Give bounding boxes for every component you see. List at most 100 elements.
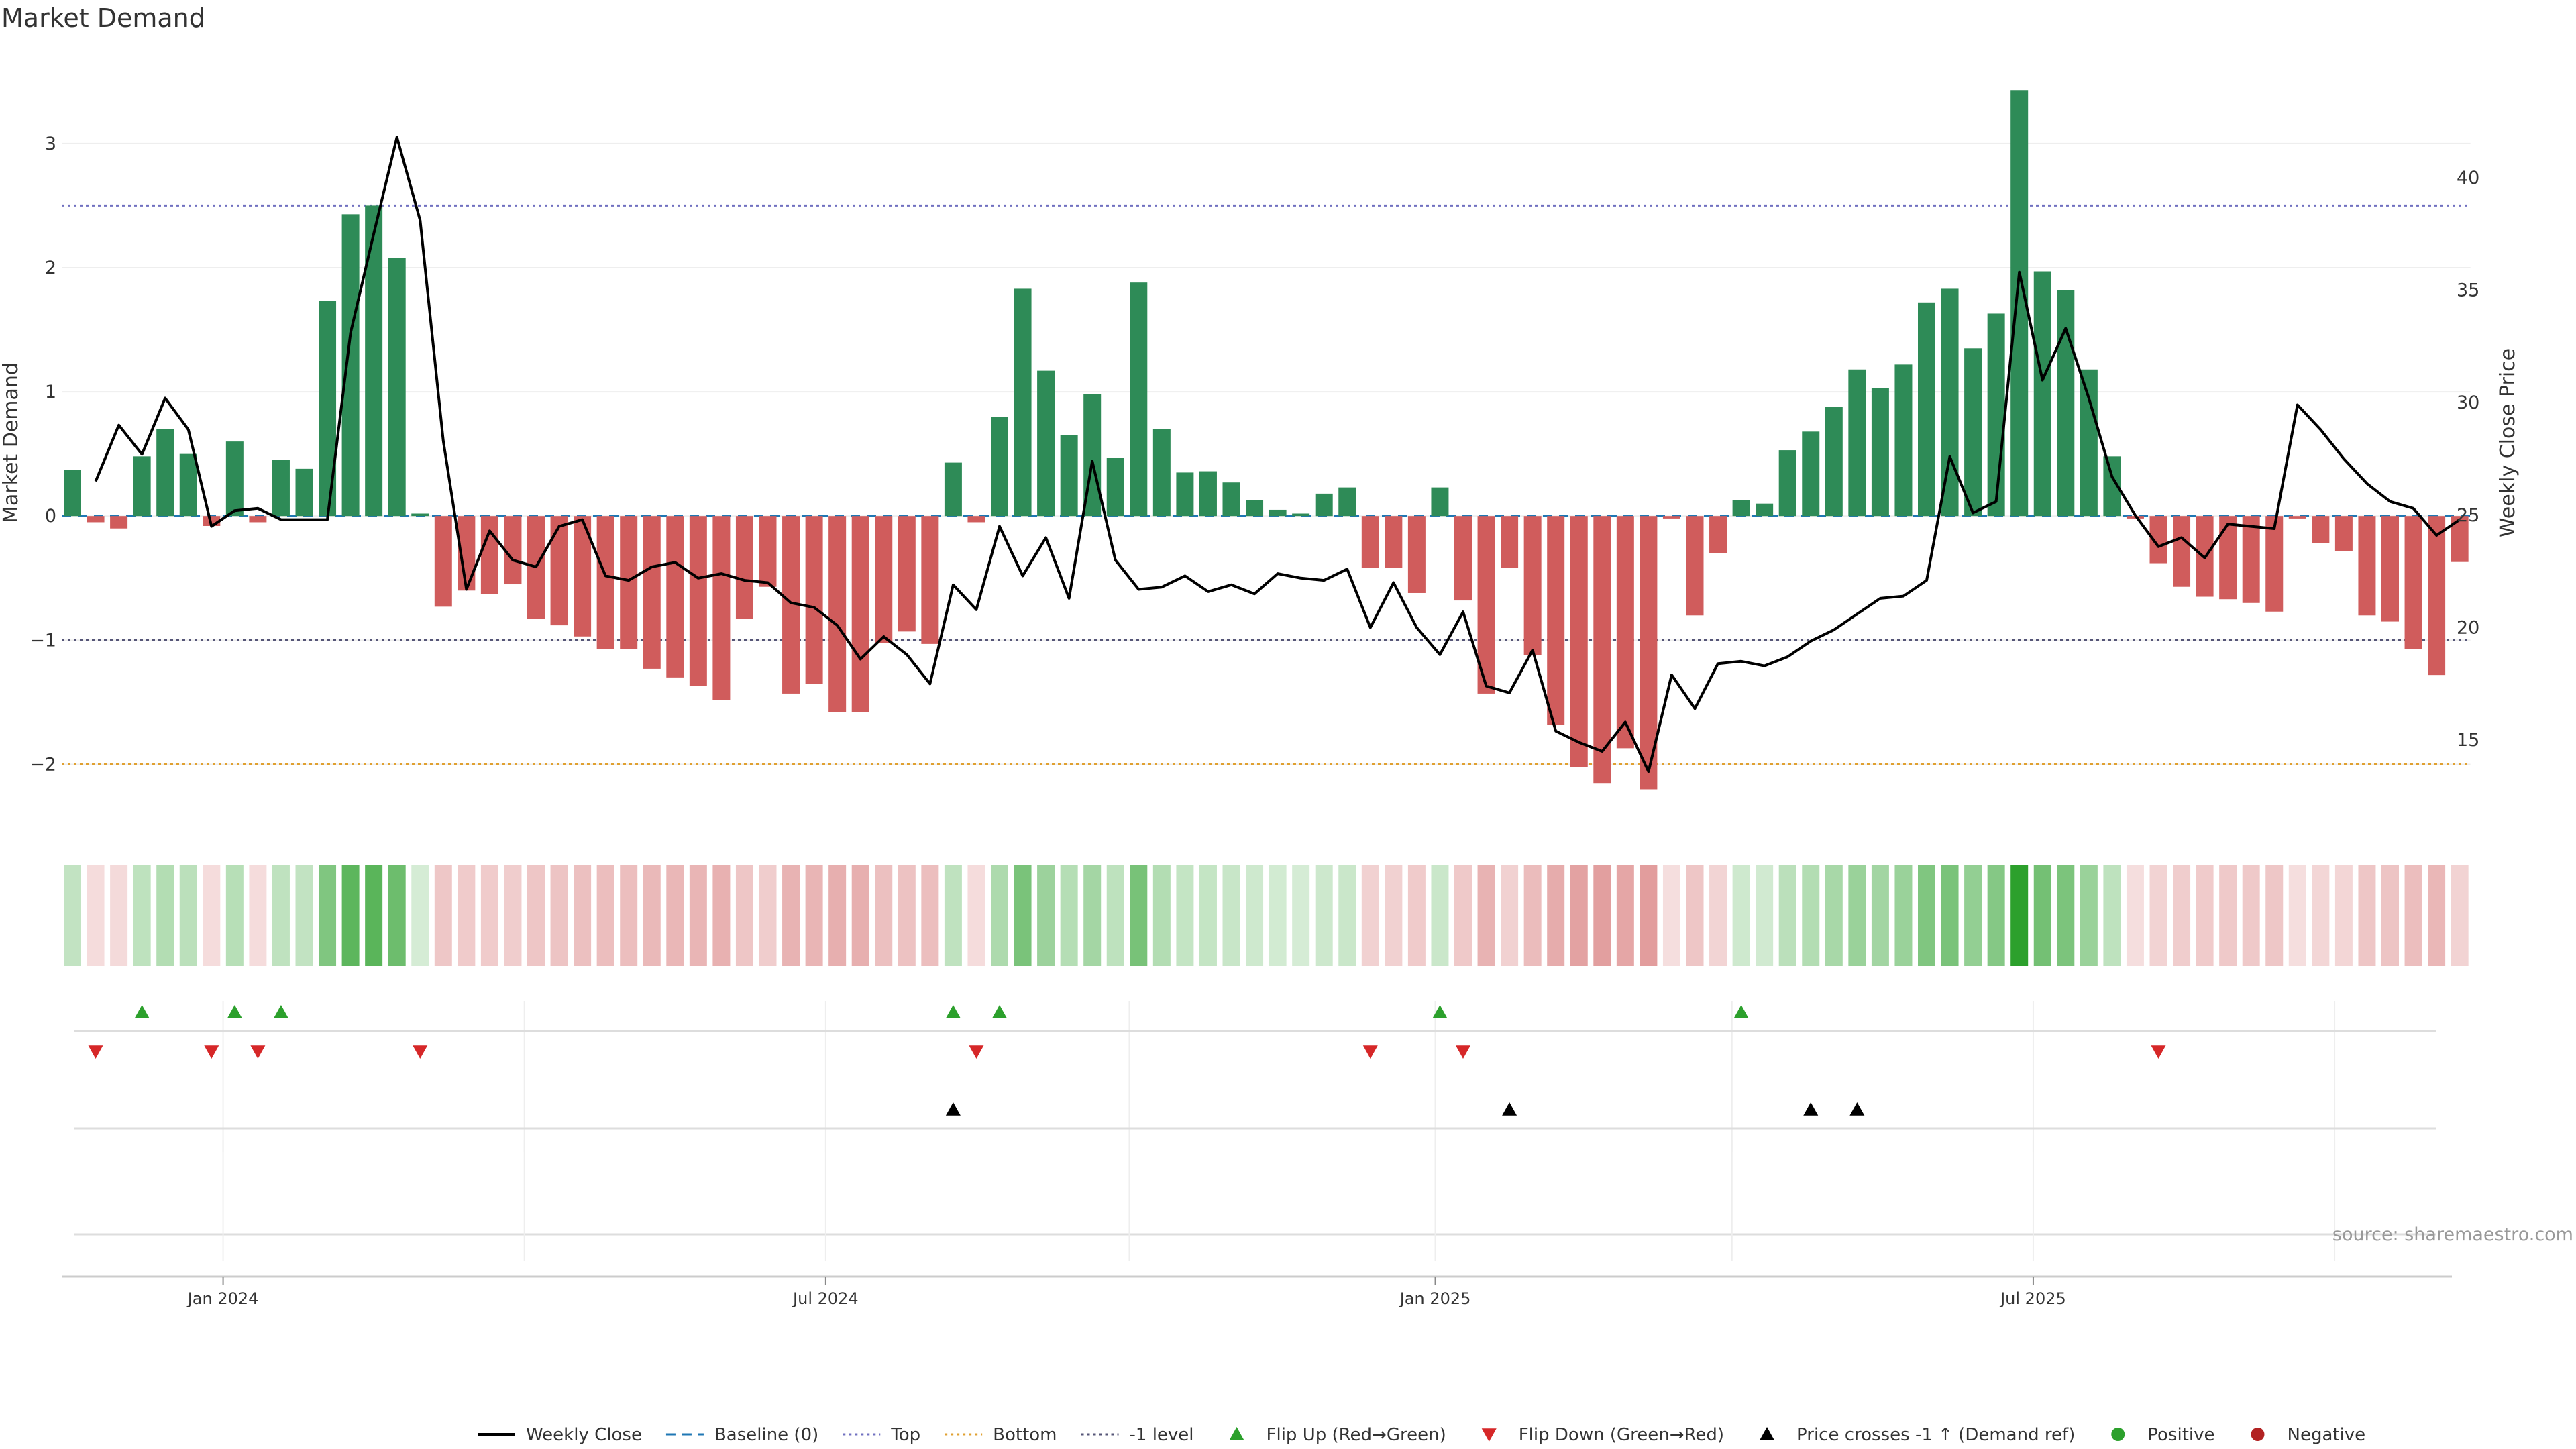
positive-demand-bar (2080, 369, 2098, 517)
heat-cell (295, 865, 313, 966)
negative-demand-bar (1361, 516, 1379, 568)
negative-demand-bar (828, 516, 847, 712)
legend-swatch-triangle (1481, 1428, 1497, 1442)
heat-cell (1987, 865, 2005, 966)
negative-demand-bar (596, 516, 614, 649)
heat-cell (1060, 865, 1078, 966)
negative-demand-bar (1662, 516, 1680, 519)
heat-cell (1152, 865, 1171, 966)
negative-demand-bar (759, 516, 777, 587)
heat-cell (735, 865, 753, 966)
signal-panels (74, 1001, 2436, 1261)
y2-tick-label: 30 (2457, 392, 2479, 413)
x-tick-label: Jul 2025 (1999, 1289, 2066, 1308)
flip-up-marker (273, 1005, 288, 1018)
y-tick-label: 0 (45, 506, 56, 527)
negative-demand-bar (2428, 516, 2446, 676)
heat-cell (480, 865, 498, 966)
heat-cell (1848, 865, 1866, 966)
flip-down-marker (204, 1045, 219, 1059)
positive-demand-bar (1060, 435, 1078, 517)
negative-demand-bar (2288, 516, 2306, 519)
positive-demand-bar (1222, 482, 1240, 517)
legend-item: Weekly Close (478, 1425, 642, 1445)
heat-cell (1083, 865, 1102, 966)
negative-demand-bar (249, 516, 267, 523)
heat-cell (1871, 865, 1889, 966)
negative-demand-bar (620, 516, 638, 649)
heat-cell (1176, 865, 1194, 966)
demand-heat-strip (64, 865, 2469, 966)
positive-demand-bar (1246, 500, 1264, 517)
heat-cell (1014, 865, 1032, 966)
negative-demand-bar (643, 516, 661, 669)
positive-demand-bar (1871, 388, 1889, 517)
flip-down-marker (250, 1045, 266, 1059)
heat-cell (434, 865, 452, 966)
positive-demand-bar (1802, 431, 1820, 517)
flip-up-marker (1432, 1005, 1448, 1018)
heat-cell (1477, 865, 1495, 966)
negative-demand-bar (2404, 516, 2422, 649)
y-tick-label: 1 (45, 382, 56, 402)
negative-demand-bar (875, 516, 893, 643)
legend-label: -1 level (1130, 1425, 1194, 1445)
heat-cell (2428, 865, 2446, 966)
heat-cell (64, 865, 81, 966)
heat-cell (2381, 865, 2399, 966)
y-tick-label: 3 (45, 133, 56, 154)
heat-cell (1709, 865, 1727, 966)
heat-cell (2080, 865, 2098, 966)
heat-cell (1037, 865, 1055, 966)
negative-demand-bar (504, 516, 522, 585)
positive-demand-bar (1176, 472, 1194, 517)
negative-demand-bar (87, 516, 105, 523)
negative-demand-bar (1593, 516, 1611, 784)
negative-demand-bar (805, 516, 823, 684)
heat-cell (620, 865, 638, 966)
positive-demand-bar (2057, 290, 2075, 517)
positive-demand-bar (1130, 282, 1148, 517)
flip-up-marker (227, 1005, 242, 1018)
legend-label: Bottom (993, 1425, 1057, 1445)
heat-cell (1662, 865, 1680, 966)
flip-up-marker (945, 1005, 961, 1018)
legend-item: Top (843, 1425, 920, 1445)
y2-tick-label: 25 (2457, 505, 2479, 526)
positive-demand-bar (179, 453, 197, 517)
positive-demand-bar (2033, 271, 2051, 517)
heat-cell (2334, 865, 2353, 966)
heat-cell (365, 865, 383, 966)
negative-demand-bar (1547, 516, 1565, 725)
y2-axis-label: Weekly Close Price (2496, 348, 2520, 537)
heat-cell (411, 865, 429, 966)
negative-demand-bar (666, 516, 684, 678)
heat-cell (504, 865, 522, 966)
flip-up-marker (134, 1005, 150, 1018)
legend-item: Price crosses -1 ↑ (Demand ref) (1760, 1425, 2075, 1445)
negative-demand-bar (689, 516, 707, 686)
x-tick-label: Jul 2024 (792, 1289, 859, 1308)
heat-cell (249, 865, 267, 966)
negative-demand-bar (1709, 516, 1727, 553)
positive-demand-bar (1269, 509, 1287, 517)
legend-swatch-triangle (1760, 1427, 1775, 1440)
heat-cell (2451, 865, 2469, 966)
heat-cell (1292, 865, 1310, 966)
heat-cell (1616, 865, 1634, 966)
heat-cell (1802, 865, 1820, 966)
heat-cell (527, 865, 545, 966)
legend-swatch-dot (2251, 1428, 2265, 1441)
positive-demand-bar (1152, 429, 1171, 517)
legend-label: Baseline (0) (714, 1425, 818, 1445)
heat-cell (2173, 865, 2191, 966)
heat-cell (2196, 865, 2214, 966)
positive-demand-bar (1037, 370, 1055, 517)
heat-cell (2219, 865, 2237, 966)
positive-demand-bar (1199, 471, 1217, 517)
heat-cell (341, 865, 360, 966)
heat-cell (458, 865, 476, 966)
legend-label: Weekly Close (526, 1425, 642, 1445)
heat-cell (1385, 865, 1403, 966)
